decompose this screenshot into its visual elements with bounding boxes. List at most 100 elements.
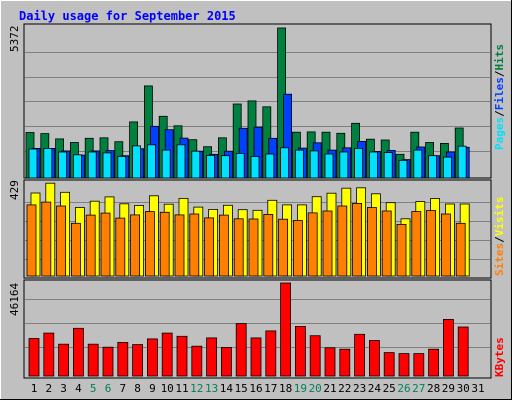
bar-pages-day-17 <box>265 153 275 179</box>
x-axis-labels: 1 2 3 4 5 6 7 8 9 10 11 12 13 14 15 16 17 18 19 20 21 22 23 24 2… <box>31 382 485 395</box>
bar-pages-day-4 <box>73 154 82 179</box>
legend-sep-1: / <box>493 110 506 117</box>
bar-sites-day-23 <box>352 202 363 277</box>
bar-kbytes-day-27 <box>413 353 425 377</box>
bar-kbytes-day-21 <box>324 347 336 377</box>
bar-sites-day-2 <box>41 201 52 277</box>
x-label-day-11: 11 <box>175 382 188 395</box>
x-label-day-23: 23 <box>353 382 366 395</box>
x-label-day-6: 6 <box>105 382 112 395</box>
x-label-day-29: 29 <box>442 382 455 395</box>
bar-kbytes-day-12 <box>191 345 203 377</box>
bar-sites-day-4 <box>71 222 81 277</box>
bar-kbytes-day-22 <box>339 348 351 377</box>
bar-kbytes-day-24 <box>368 340 380 377</box>
bar-sites-day-19 <box>292 220 303 277</box>
legend-hits: Hits <box>493 44 506 71</box>
bar-pages-day-14 <box>220 155 230 179</box>
x-label-day-27: 27 <box>412 382 425 395</box>
bar-pages-day-7 <box>117 156 127 179</box>
bar-sites-day-9 <box>144 211 155 277</box>
x-label-day-9: 9 <box>149 382 156 395</box>
x-label-day-13: 13 <box>205 382 218 395</box>
x-label-day-31: 31 <box>471 382 484 395</box>
bar-sites-day-15 <box>233 218 244 277</box>
bar-sites-day-11 <box>174 214 185 277</box>
bar-pages-day-20 <box>309 150 319 179</box>
x-label-day-26: 26 <box>397 382 410 395</box>
x-label-day-10: 10 <box>161 382 174 395</box>
bar-sites-day-27 <box>411 211 422 277</box>
bar-pages-day-16 <box>250 156 260 179</box>
bar-sites-day-14 <box>218 214 229 277</box>
bar-kbytes-day-8 <box>132 344 144 377</box>
bar-sites-day-13 <box>204 217 215 277</box>
bar-sites-day-17 <box>263 213 274 277</box>
bar-pages-day-27 <box>413 149 423 179</box>
legend-kbytes: KBytes <box>493 337 506 377</box>
bar-pages-day-6 <box>102 152 112 179</box>
x-label-day-3: 3 <box>60 382 67 395</box>
bar-pages-day-19 <box>294 149 304 179</box>
bar-pages-day-12 <box>191 150 201 179</box>
kbytes-ymax-label: 46164 <box>8 283 21 316</box>
x-label-day-16: 16 <box>249 382 262 395</box>
legend-sites: Sites <box>493 243 506 276</box>
bar-pages-day-13 <box>206 154 216 179</box>
x-label-day-5: 5 <box>90 382 97 395</box>
bar-pages-day-3 <box>58 151 67 179</box>
x-label-day-7: 7 <box>119 382 126 395</box>
bar-pages-day-1 <box>28 148 38 179</box>
x-label-day-28: 28 <box>427 382 440 395</box>
bar-pages-day-11 <box>176 144 186 179</box>
bar-kbytes-day-20 <box>309 335 321 377</box>
x-label-day-12: 12 <box>190 382 203 395</box>
bar-kbytes-day-15 <box>235 323 247 377</box>
chart-title: Daily usage for September 2015 <box>19 9 236 23</box>
x-label-day-1: 1 <box>31 382 38 395</box>
x-label-day-14: 14 <box>220 382 234 395</box>
bar-kbytes-day-19 <box>294 325 306 377</box>
bar-pages-day-5 <box>87 151 97 179</box>
bar-sites-day-7 <box>115 217 126 277</box>
bar-kbytes-day-2 <box>43 332 55 377</box>
x-label-day-22: 22 <box>338 382 351 395</box>
bars-layer <box>25 27 470 377</box>
bar-kbytes-day-11 <box>176 335 188 377</box>
bar-sites-day-21 <box>322 210 333 277</box>
bar-pages-day-23 <box>354 147 364 179</box>
hits-legend: Pages/Files/Hits <box>493 44 506 150</box>
bar-kbytes-day-10 <box>161 332 173 377</box>
x-label-day-4: 4 <box>75 382 82 395</box>
bar-pages-day-21 <box>324 153 334 179</box>
bar-pages-day-26 <box>398 159 408 179</box>
bar-sites-day-29 <box>440 213 451 277</box>
bar-kbytes-day-26 <box>398 353 410 377</box>
x-label-day-8: 8 <box>134 382 141 395</box>
bar-sites-day-20 <box>307 212 318 277</box>
bar-pages-day-10 <box>161 149 171 179</box>
bar-kbytes-day-18 <box>280 282 292 377</box>
bar-kbytes-day-1 <box>28 338 40 377</box>
visits-ymax-label: 429 <box>8 180 21 200</box>
bar-kbytes-day-16 <box>250 337 262 377</box>
hits-ymax-label: 5372 <box>8 26 21 53</box>
bar-pages-day-2 <box>43 147 53 179</box>
legend-sep-3: / <box>493 236 506 243</box>
x-label-day-19: 19 <box>294 382 307 395</box>
bar-kbytes-day-30 <box>457 326 469 377</box>
bar-pages-day-8 <box>132 145 142 179</box>
x-label-day-18: 18 <box>279 382 292 395</box>
bar-sites-day-25 <box>381 210 392 277</box>
bar-sites-day-10 <box>159 211 170 277</box>
bar-pages-day-30 <box>457 145 467 179</box>
bar-kbytes-day-29 <box>442 318 454 377</box>
bar-sites-day-5 <box>85 214 96 277</box>
legend-visits: Visits <box>493 197 506 237</box>
bar-kbytes-day-28 <box>428 348 440 377</box>
bar-kbytes-day-6 <box>102 346 114 377</box>
bar-pages-day-24 <box>368 151 378 179</box>
bar-pages-day-9 <box>146 144 156 179</box>
